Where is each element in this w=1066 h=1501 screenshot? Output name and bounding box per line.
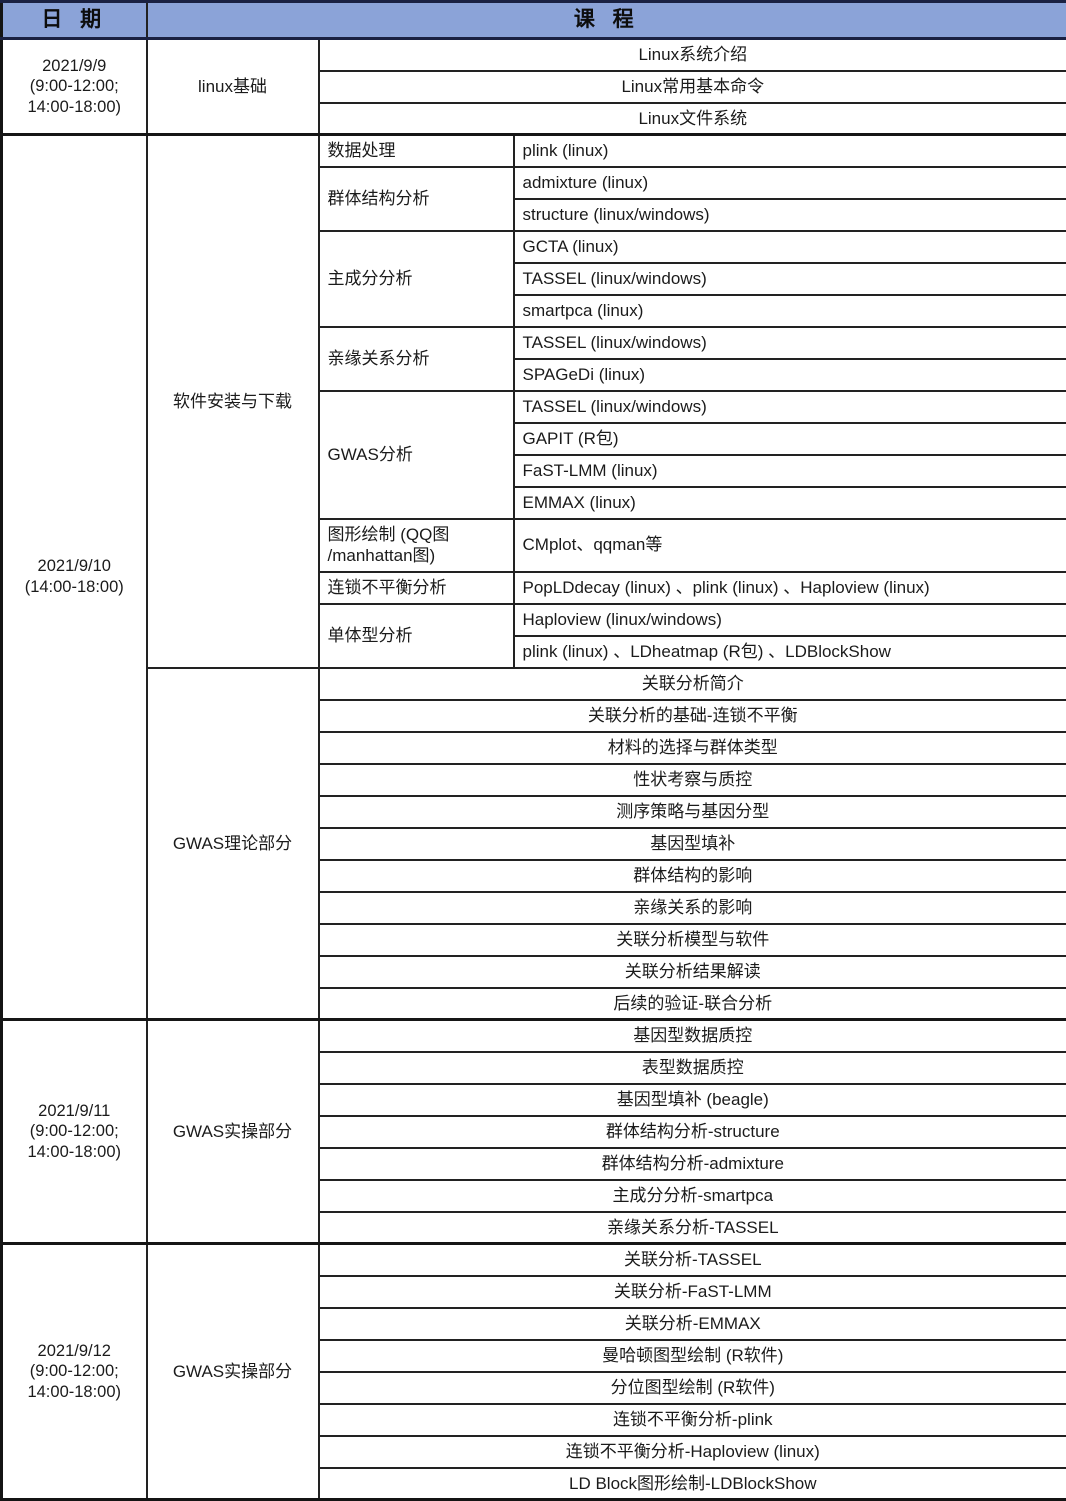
course-item-cell: PopLDdecay (linux) 、plink (linux) 、Haplo… (514, 572, 1066, 604)
course-item-cell: TASSEL (linux/windows) (514, 327, 1066, 359)
course-item-cell: 性状考察与质控 (319, 764, 1066, 796)
course-item-cell: 基因型数据质控 (319, 1020, 1066, 1052)
course-item-cell: smartpca (linux) (514, 295, 1066, 327)
course-item-cell: 亲缘关系的影响 (319, 892, 1066, 924)
course-item-cell: 群体结构分析-admixture (319, 1148, 1066, 1180)
table-row: 2021/9/9 (9:00-12:00; 14:00-18:00) linux… (2, 39, 1066, 71)
category-gwas-practice-2: GWAS实操部分 (147, 1244, 319, 1500)
header-date: 日 期 (2, 2, 147, 39)
course-item-cell: FaST-LMM (linux) (514, 455, 1066, 487)
course-item-cell: 表型数据质控 (319, 1052, 1066, 1084)
course-item-cell: 群体结构分析-structure (319, 1116, 1066, 1148)
subcategory-cell: 亲缘关系分析 (319, 327, 514, 391)
category-gwas-theory: GWAS理论部分 (147, 668, 319, 1020)
course-item-cell: 群体结构的影响 (319, 860, 1066, 892)
date-cell-2021-9-10: 2021/9/10 (14:00-18:00) (2, 135, 147, 1020)
subcategory-cell: 主成分分析 (319, 231, 514, 327)
date-cell-2021-9-11: 2021/9/11 (9:00-12:00; 14:00-18:00) (2, 1020, 147, 1244)
course-item-cell: EMMAX (linux) (514, 487, 1066, 519)
course-item-cell: 材料的选择与群体类型 (319, 732, 1066, 764)
course-item-cell: CMplot、qqman等 (514, 519, 1066, 572)
course-item-cell: 连锁不平衡分析-Haploview (linux) (319, 1436, 1066, 1468)
course-item-cell: structure (linux/windows) (514, 199, 1066, 231)
course-item-cell: 连锁不平衡分析-plink (319, 1404, 1066, 1436)
header-row: 日 期 课 程 (2, 2, 1066, 39)
category-gwas-practice-1: GWAS实操部分 (147, 1020, 319, 1244)
date-cell-2021-9-12: 2021/9/12 (9:00-12:00; 14:00-18:00) (2, 1244, 147, 1500)
table-row: 2021/9/10 (14:00-18:00) 软件安装与下载 数据处理 pli… (2, 135, 1066, 167)
subcategory-cell: 连锁不平衡分析 (319, 572, 514, 604)
course-item-cell: 曼哈顿图型绘制 (R软件) (319, 1340, 1066, 1372)
subcategory-cell: 数据处理 (319, 135, 514, 167)
course-item-cell: plink (linux) 、LDheatmap (R包) 、LDBlockSh… (514, 636, 1066, 668)
course-item-cell: 测序策略与基因分型 (319, 796, 1066, 828)
subcategory-cell: 单体型分析 (319, 604, 514, 668)
table-row: 2021/9/12 (9:00-12:00; 14:00-18:00) GWAS… (2, 1244, 1066, 1276)
table-row: GWAS理论部分 关联分析简介 (2, 668, 1066, 700)
course-item-cell: 后续的验证-联合分析 (319, 988, 1066, 1020)
table-row: 2021/9/11 (9:00-12:00; 14:00-18:00) GWAS… (2, 1020, 1066, 1052)
course-item-cell: 关联分析的基础-连锁不平衡 (319, 700, 1066, 732)
course-item-cell: 关联分析简介 (319, 668, 1066, 700)
course-item-cell: GAPIT (R包) (514, 423, 1066, 455)
course-item-cell: 关联分析-EMMAX (319, 1308, 1066, 1340)
course-item-cell: 基因型填补 (beagle) (319, 1084, 1066, 1116)
course-item-cell: 关联分析-TASSEL (319, 1244, 1066, 1276)
category-software-install: 软件安装与下载 (147, 135, 319, 668)
course-item-cell: SPAGeDi (linux) (514, 359, 1066, 391)
header-course: 课 程 (147, 2, 1066, 39)
category-linux-basics: linux基础 (147, 39, 319, 135)
subcategory-cell: 图形绘制 (QQ图 /manhattan图) (319, 519, 514, 572)
course-item-cell: 主成分分析-smartpca (319, 1180, 1066, 1212)
course-item-cell: 亲缘关系分析-TASSEL (319, 1212, 1066, 1244)
course-item-cell: TASSEL (linux/windows) (514, 263, 1066, 295)
course-item-cell: GCTA (linux) (514, 231, 1066, 263)
course-item-cell: Haploview (linux/windows) (514, 604, 1066, 636)
course-item-cell: Linux文件系统 (319, 103, 1066, 135)
course-item-cell: 基因型填补 (319, 828, 1066, 860)
course-item-cell: 关联分析模型与软件 (319, 924, 1066, 956)
course-item-cell: LD Block图形绘制-LDBlockShow (319, 1468, 1066, 1500)
subcategory-cell: GWAS分析 (319, 391, 514, 519)
course-item-cell: 分位图型绘制 (R软件) (319, 1372, 1066, 1404)
course-item-cell: Linux系统介绍 (319, 39, 1066, 71)
course-item-cell: plink (linux) (514, 135, 1066, 167)
subcategory-cell: 群体结构分析 (319, 167, 514, 231)
course-item-cell: admixture (linux) (514, 167, 1066, 199)
course-item-cell: 关联分析-FaST-LMM (319, 1276, 1066, 1308)
course-item-cell: Linux常用基本命令 (319, 71, 1066, 103)
course-item-cell: TASSEL (linux/windows) (514, 391, 1066, 423)
date-cell-2021-9-9: 2021/9/9 (9:00-12:00; 14:00-18:00) (2, 39, 147, 135)
course-item-cell: 关联分析结果解读 (319, 956, 1066, 988)
